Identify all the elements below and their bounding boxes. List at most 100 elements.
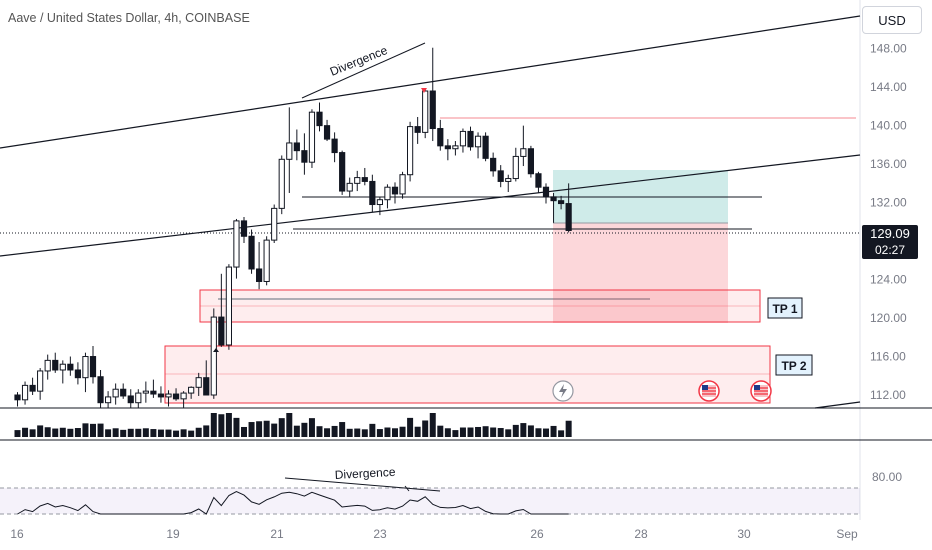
volume-bar — [490, 428, 496, 438]
volume-bar — [22, 428, 28, 437]
volume-bar — [445, 428, 451, 437]
tp2-label[interactable]: TP 2 — [776, 355, 812, 375]
volume-bar — [369, 424, 375, 437]
candle — [430, 48, 435, 141]
volume-bar — [301, 423, 307, 437]
candle — [30, 378, 35, 395]
volume-bar — [75, 428, 81, 437]
volume-bar — [543, 429, 549, 437]
volume-bar — [143, 428, 149, 437]
volume-bar — [535, 428, 541, 437]
candle — [128, 389, 133, 408]
candle — [60, 360, 65, 383]
candle — [22, 382, 27, 405]
long-position-risk[interactable] — [553, 223, 728, 323]
time-axis[interactable]: 16 19 21 23 26 28 30 Sep — [10, 527, 858, 541]
candle — [423, 88, 428, 138]
volume-bar — [82, 423, 88, 437]
candle — [249, 230, 254, 274]
rsi-divergence-label[interactable]: Divergence — [334, 465, 396, 482]
volume-bar — [249, 422, 255, 437]
candle — [362, 168, 367, 185]
tp1-label[interactable]: TP 1 — [768, 298, 802, 318]
time-tick-label: 23 — [373, 527, 387, 541]
candle — [468, 127, 473, 151]
candle — [211, 308, 216, 398]
volume-bar — [377, 429, 383, 437]
price-tick-label: 124.00 — [870, 273, 907, 287]
volume-bar — [566, 421, 572, 437]
volume-bar — [286, 413, 292, 437]
time-tick-label: 30 — [737, 527, 751, 541]
volume-bar — [158, 430, 164, 437]
volume-bar — [120, 430, 126, 437]
candle — [234, 219, 239, 279]
us-flag-event-icon[interactable] — [699, 381, 719, 401]
lightning-event-icon[interactable] — [553, 381, 573, 401]
us-flag-event-icon[interactable] — [751, 381, 771, 401]
candle — [317, 103, 322, 132]
volume-bar — [37, 425, 43, 437]
volume-bar — [528, 425, 534, 437]
price-tick-label: 116.00 — [870, 350, 906, 364]
time-tick-label: 26 — [530, 527, 544, 541]
middle-channel-line[interactable] — [0, 155, 860, 256]
svg-text:TP 1: TP 1 — [772, 302, 797, 316]
candle — [521, 126, 526, 166]
volume-bar — [271, 424, 277, 437]
volume-bar — [317, 426, 323, 437]
volume-bar — [498, 428, 504, 437]
price-axis[interactable]: 112.00116.00120.00124.00128.00132.00136.… — [870, 42, 907, 402]
price-tick-label: 148.00 — [870, 42, 907, 56]
candle — [113, 383, 118, 404]
volume-bar — [362, 429, 368, 437]
candle — [347, 178, 352, 197]
candle — [528, 146, 533, 178]
volume-bar — [279, 418, 285, 437]
chart-title: Aave / United States Dollar, 4h, COINBAS… — [8, 11, 250, 25]
volume-series — [15, 413, 572, 437]
candle — [106, 391, 111, 408]
divergence-label[interactable]: Divergence — [328, 43, 390, 79]
candle — [392, 182, 397, 203]
candle — [415, 117, 420, 144]
volume-bar — [226, 413, 232, 437]
candle — [536, 172, 541, 193]
volume-bar — [60, 428, 66, 437]
price-tick-label: 140.00 — [870, 119, 907, 133]
volume-bar — [98, 424, 104, 437]
volume-bar — [339, 422, 345, 437]
candle — [370, 175, 375, 213]
candle — [143, 382, 148, 403]
volume-bar — [551, 426, 557, 437]
volume-bar — [400, 427, 406, 437]
volume-bar — [354, 429, 360, 437]
volume-bar — [45, 427, 51, 437]
volume-bar — [113, 428, 119, 437]
candle — [513, 148, 518, 182]
volume-bar — [324, 428, 330, 437]
lower-channel-line[interactable] — [815, 402, 860, 408]
volume-bar — [430, 413, 436, 437]
candle — [498, 165, 503, 187]
volume-bar — [188, 431, 194, 437]
candle — [453, 141, 458, 155]
candle — [90, 346, 95, 384]
volume-bar — [513, 425, 519, 437]
price-tick-label: 112.00 — [870, 388, 906, 402]
candle — [543, 183, 548, 203]
volume-bar — [452, 430, 458, 437]
candle — [475, 132, 480, 158]
volume-bar — [15, 430, 21, 437]
volume-bar — [30, 429, 36, 437]
candle — [287, 107, 292, 193]
time-tick-label: Sep — [836, 527, 858, 541]
volume-bar — [392, 428, 398, 437]
volume-bar — [332, 426, 338, 437]
volume-bar — [505, 429, 511, 437]
currency-button[interactable]: USD — [862, 6, 922, 34]
candle — [83, 353, 88, 392]
volume-bar — [294, 426, 300, 437]
